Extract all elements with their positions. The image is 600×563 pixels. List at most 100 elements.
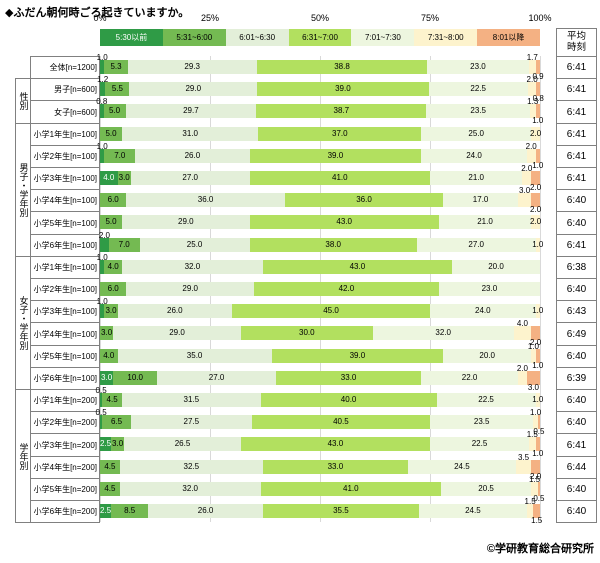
bar-value-label: 1.3 [527, 97, 539, 106]
bar-segment [421, 371, 518, 385]
bar-segment [443, 193, 518, 207]
bar-value-label: 43.0 [327, 439, 344, 448]
bar-value-label: 4.0 [516, 319, 528, 328]
bar-value-label: 43.0 [336, 217, 352, 226]
avg-value: 6:41 [556, 145, 597, 168]
bar-segment [102, 415, 131, 429]
bar-segment [427, 60, 529, 74]
bar-value-label: 0.8 [96, 97, 108, 106]
bar-segment [254, 282, 439, 296]
bar-value-label: 22.5 [478, 395, 494, 404]
bar-value-label: 29.0 [169, 328, 185, 337]
avg-value: 6:41 [556, 123, 597, 146]
bar-value-label: 3.0 [519, 186, 531, 195]
bar-segment [111, 437, 125, 451]
bar-segment [513, 326, 532, 340]
bar-segment [100, 437, 111, 451]
bar-value-label: 22.5 [470, 84, 486, 93]
bar-value-label: 23.5 [470, 106, 486, 115]
bar-value-label: 23.0 [481, 284, 498, 293]
bar-value-label: 2.0 [530, 338, 542, 347]
bar-segment [416, 238, 536, 252]
bar-value-label: 2.0 [525, 142, 537, 151]
avg-value: 6:40 [556, 189, 597, 212]
bar-value-label: 7.0 [114, 151, 126, 160]
avg-value: 6:40 [556, 389, 597, 412]
bar-segment [526, 149, 536, 163]
bar-value-label: 8.5 [124, 506, 136, 515]
bar-value-label: 4.5 [104, 484, 116, 493]
chart-row: 0.5 6.5 27.5 40.5 23.5 1.0 0.5 [96, 408, 545, 436]
bar-value-label: 2.0 [516, 364, 528, 373]
row-label: 小学1年生[n=200] [30, 389, 100, 412]
bar-segment [515, 460, 532, 474]
bar-segment [526, 371, 540, 385]
bar-value-label: 24.5 [465, 506, 481, 515]
bar-value-label: 26.0 [184, 151, 201, 160]
bar-value-label: 2.0 [530, 205, 542, 214]
bar-value-label: 5.0 [105, 129, 117, 138]
chart-row: 3.0 10.0 27.0 33.0 22.0 2.0 3.0 [100, 364, 540, 392]
chart-row: 1.0 3.0 26.0 45.0 24.0 1.0 [97, 297, 543, 322]
bar-segment [251, 415, 430, 429]
bar-segment [249, 238, 417, 252]
bar-value-label: 0.5 [95, 386, 107, 395]
bar-segment [108, 238, 140, 252]
bar-segment [117, 171, 131, 185]
bar-value-label: 0.9 [532, 72, 544, 81]
bar-segment [111, 504, 149, 518]
bar-segment [100, 482, 120, 496]
bar-value-label: 29.0 [178, 217, 194, 226]
legend-item: 5:30以前 [100, 29, 163, 46]
bar-value-label: 6.5 [110, 417, 123, 426]
bar-value-label: 39.0 [327, 151, 344, 160]
bar-value-label: 5.3 [110, 62, 122, 71]
row-label: 小学5年生[n=100] [30, 345, 100, 368]
bar-segment [441, 482, 532, 496]
bar-value-label: 29.0 [185, 84, 202, 93]
bar-segment [421, 127, 532, 141]
chart-row: 5.0 29.0 43.0 21.0 2.0 [100, 211, 541, 233]
bar-segment [104, 304, 118, 318]
bar-segment [256, 104, 427, 118]
bar-value-label: 26.0 [167, 306, 183, 315]
axis-tick: 50% [310, 13, 330, 23]
gridline [540, 56, 541, 522]
row-label: 小学4年生[n=200] [30, 456, 100, 479]
bar-segment [262, 504, 419, 518]
chart-row: 2.5 8.5 26.0 35.5 24.5 1.5 1.5 [100, 497, 542, 525]
row-label: 小学6年生[n=100] [30, 367, 100, 390]
axis-tick: 100% [528, 13, 552, 23]
bar-value-label: 3.0 [105, 306, 117, 315]
row-label: 小学6年生[n=100] [30, 234, 100, 257]
bar-value-label: 36.0 [356, 195, 372, 204]
bar-value-label: 32.0 [182, 484, 198, 493]
bar-segment [100, 60, 105, 74]
legend-item: 6:01~6:30 [225, 29, 289, 46]
bar-value-label: 27.0 [208, 373, 225, 382]
bar-segment [157, 371, 276, 385]
bar-value-label: 4.0 [103, 351, 115, 360]
bar-segment [100, 393, 103, 407]
chart-row: 2.0 7.0 25.0 38.0 27.0 1.0 [99, 231, 543, 256]
bar-segment [271, 349, 444, 363]
bar-segment [527, 82, 537, 96]
chart-row: 1.0 4.0 32.0 43.0 20.0 [97, 253, 540, 278]
bar-value-label: 43.0 [349, 262, 366, 271]
bar-value-label: 24.0 [475, 306, 491, 315]
bar-segment [100, 504, 111, 518]
bar-value-label: 0.5 [95, 408, 107, 417]
bar-value-label: 5.0 [108, 106, 121, 115]
bar-value-label: 2.0 [530, 129, 542, 138]
row-label: 小学2年生[n=100] [30, 278, 100, 301]
bar-value-label: 40.5 [333, 417, 349, 426]
bar-value-label: 24.0 [466, 151, 482, 160]
bar-segment [126, 193, 285, 207]
bar-value-label: 10.0 [127, 373, 143, 382]
bar-value-label: 23.5 [473, 417, 490, 426]
bar-value-label: 24.5 [454, 462, 470, 471]
bar-segment [438, 215, 532, 229]
bar-value-label: 29.7 [183, 106, 199, 115]
bar-value-label: 1.0 [532, 361, 544, 370]
bar-segment [256, 60, 428, 74]
